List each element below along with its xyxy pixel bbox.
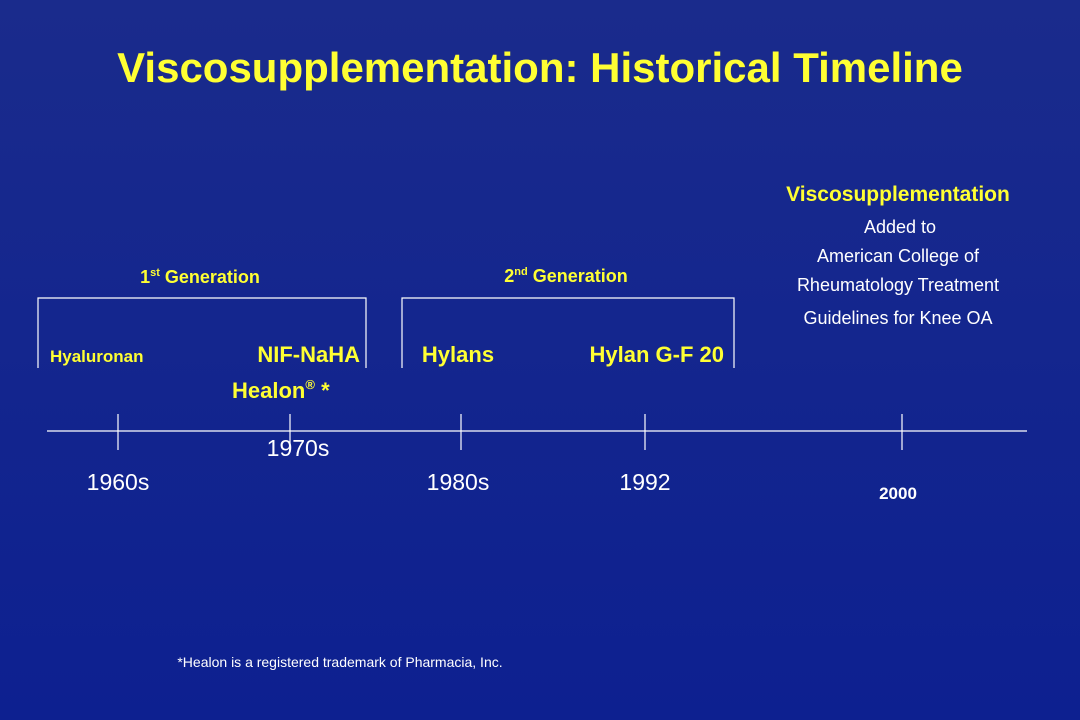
gen-text: Generation (528, 266, 628, 286)
product: Hyaluronan (50, 347, 144, 366)
registered-mark: ® (305, 377, 315, 392)
timeline-label: 1980s (427, 469, 490, 495)
timeline-label: 1970s (267, 435, 330, 461)
product-name: Healon (232, 378, 305, 403)
footnote: *Healon is a registered trademark of Pha… (177, 654, 502, 670)
gen-suffix: nd (514, 266, 527, 278)
product: Hylan G-F 20 (590, 342, 724, 367)
product: Hylans (422, 342, 494, 367)
milestone-line: Added to (864, 217, 936, 237)
gen-number: 2 (504, 266, 514, 286)
asterisk: * (315, 378, 330, 403)
generation-label: 2nd Generation (504, 266, 628, 286)
product: Healon® * (232, 377, 330, 403)
milestone-line: Guidelines for Knee OA (803, 308, 992, 328)
milestone-line: American College of (817, 246, 980, 266)
milestone-line: Rheumatology Treatment (797, 275, 999, 295)
title: Viscosupplementation: Historical Timelin… (117, 44, 963, 91)
timeline-label: 1960s (87, 469, 150, 495)
bracket (401, 297, 735, 368)
product: NIF-NaHA (257, 342, 360, 367)
generation-label: 1st Generation (140, 267, 260, 287)
gen-suffix: st (150, 267, 160, 279)
timeline-label: 1992 (619, 469, 670, 495)
milestone-heading: Viscosupplementation (786, 183, 1010, 206)
gen-number: 1 (140, 267, 150, 287)
timeline-label: 2000 (879, 484, 917, 503)
gen-text: Generation (160, 267, 260, 287)
bracket (37, 297, 367, 368)
